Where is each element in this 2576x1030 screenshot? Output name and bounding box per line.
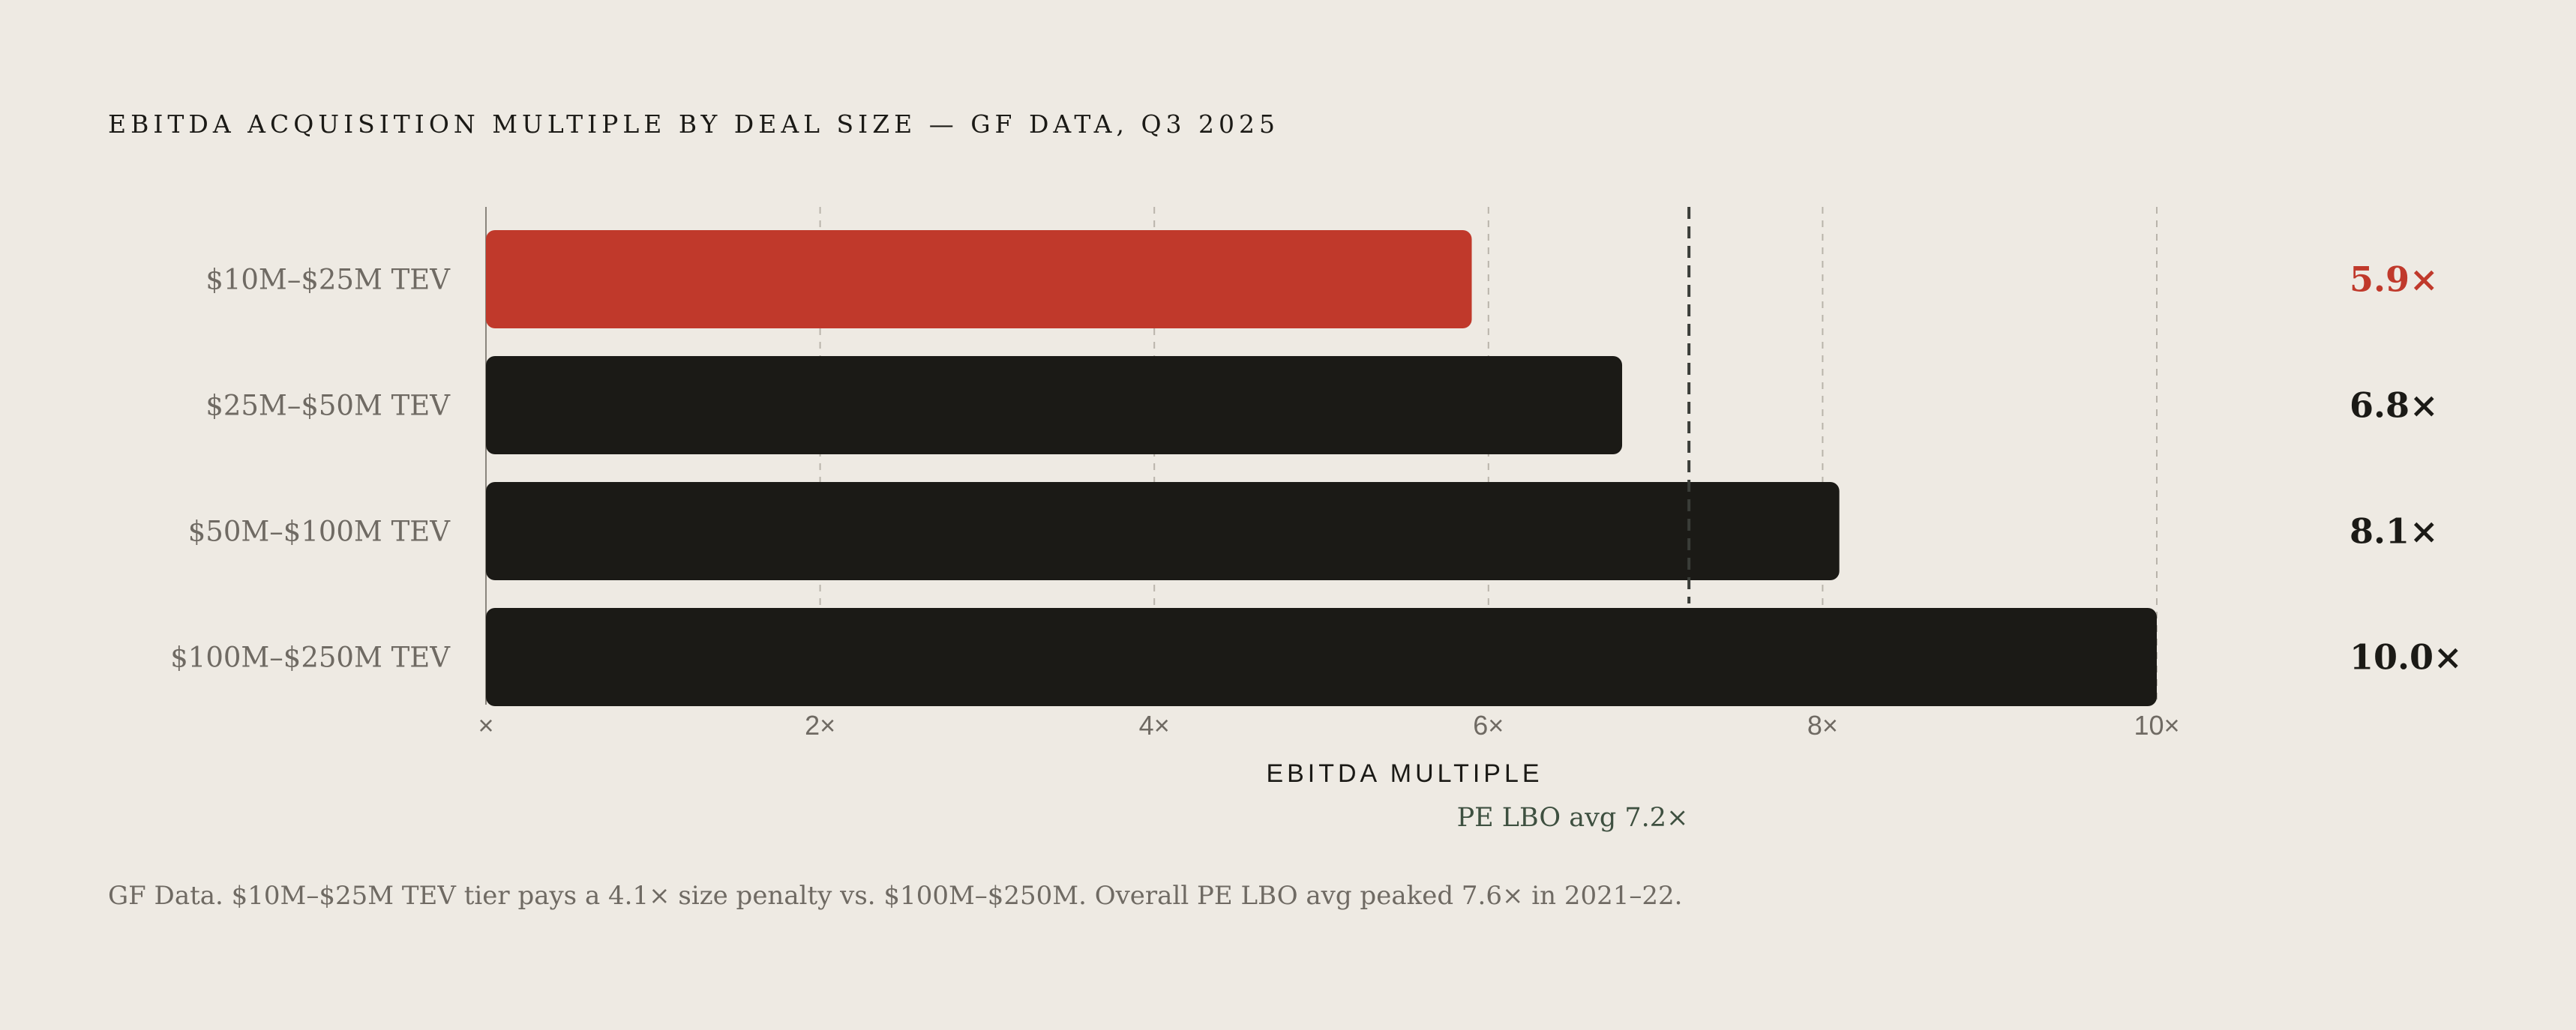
x-tick-label: 8× <box>1807 710 1838 741</box>
category-label: $50M–$100M TEV <box>188 516 451 548</box>
value-label: 5.9× <box>2350 259 2439 300</box>
x-tick-label: 2× <box>805 710 835 741</box>
footnote: GF Data. $10M–$25M TEV tier pays a 4.1× … <box>108 881 1683 911</box>
bar <box>486 482 1840 580</box>
bar <box>486 230 1472 328</box>
x-tick-label: 4× <box>1139 710 1170 741</box>
x-axis-label: EBITDA MULTIPLE <box>1266 759 1543 788</box>
x-tick-label: 10× <box>2134 710 2179 741</box>
reference-line-label: PE LBO avg 7.2× <box>1457 803 1689 833</box>
chart-title: EBITDA ACQUISITION MULTIPLE BY DEAL SIZE… <box>108 109 1279 139</box>
reference-line-group: PE LBO avg 7.2× <box>1457 207 1691 833</box>
bar <box>486 356 1623 454</box>
x-tick-label: × <box>478 710 493 741</box>
labels: × 2× 4× 6× 8× 10× $10M–$25M TEV 5.9× $25M–$50M T… <box>170 259 2462 741</box>
x-tick-label: 6× <box>1473 710 1504 741</box>
category-label: $100M–$250M TEV <box>170 642 451 674</box>
bar <box>486 608 2157 706</box>
bars <box>486 230 2157 706</box>
category-label: $10M–$25M TEV <box>205 264 451 296</box>
value-label: 6.8× <box>2350 385 2439 426</box>
category-label: $25M–$50M TEV <box>205 390 451 422</box>
value-label: 8.1× <box>2350 511 2439 552</box>
value-label: 10.0× <box>2350 637 2463 678</box>
